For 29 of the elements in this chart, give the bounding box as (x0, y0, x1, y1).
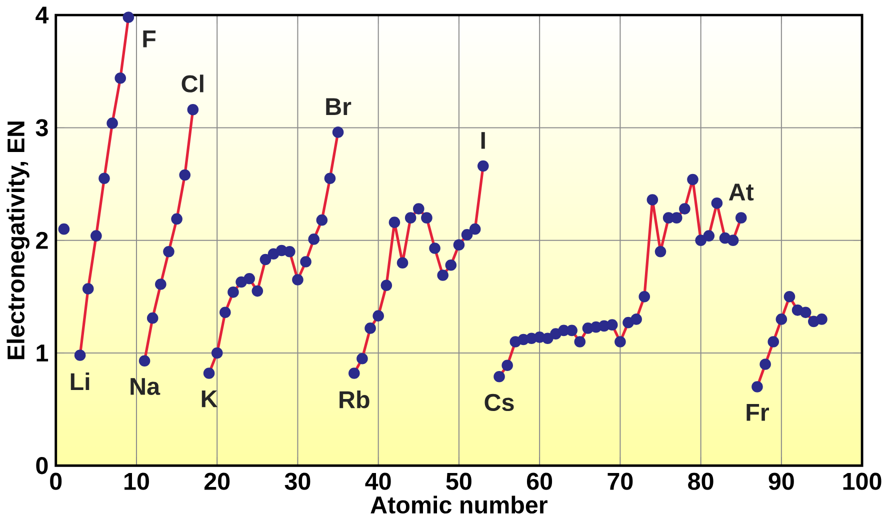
y-tick-label: 2 (36, 232, 48, 249)
y-axis-title: Electronegativity, EN (6, 121, 30, 359)
x-tick-label: 80 (688, 472, 714, 490)
x-tick-label: 100 (843, 472, 882, 490)
annotation: Na (130, 378, 160, 395)
y-tick-label: 4 (36, 6, 49, 24)
y-tick-label: 1 (36, 344, 48, 362)
annotation: Cl (182, 74, 204, 92)
annotation: Cs (484, 394, 514, 411)
y-tick-label: 3 (36, 118, 48, 136)
x-tick-label: 20 (204, 472, 230, 490)
x-tick-label: 60 (526, 472, 552, 490)
x-axis-title: Atomic number (370, 496, 548, 514)
x-tick-label: 40 (365, 472, 391, 490)
annotation: F (143, 30, 156, 48)
x-tick-label: 50 (446, 472, 472, 490)
x-tick-label: 90 (768, 472, 794, 490)
y-tick-label: 0 (36, 456, 48, 474)
x-tick-label: 10 (124, 472, 149, 490)
x-tick-label: 0 (50, 472, 62, 490)
annotation: At (728, 184, 754, 200)
x-tick-label: 70 (608, 472, 633, 490)
annotation: Br (326, 98, 352, 115)
annotation: Fr (746, 404, 769, 421)
x-tick-label: 30 (284, 472, 310, 490)
annotation: Rb (340, 390, 370, 408)
annotation: K (202, 390, 218, 408)
annotation: Li (70, 372, 90, 390)
annotation: I (481, 132, 485, 149)
